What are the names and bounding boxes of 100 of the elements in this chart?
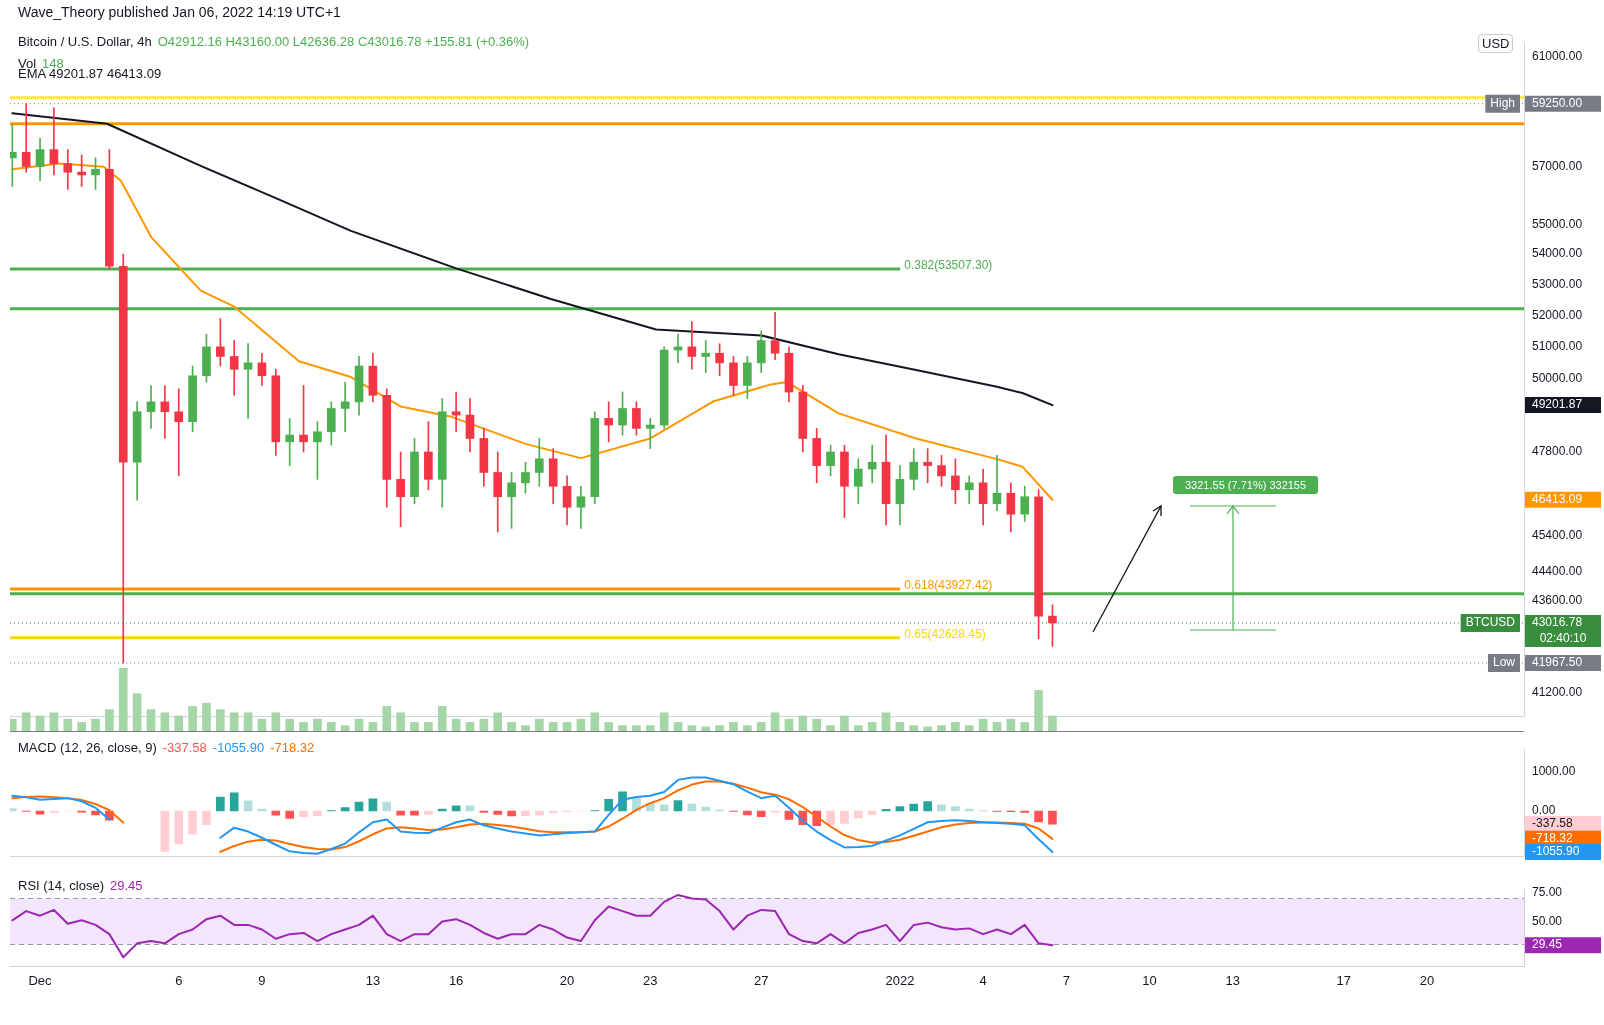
bar (867, 810, 877, 815)
x-tick-label: 16 (448, 972, 464, 988)
bar (507, 722, 516, 732)
bar (756, 810, 766, 818)
bar (645, 725, 655, 732)
bar (188, 706, 197, 732)
bar (840, 810, 849, 824)
bar (160, 810, 170, 852)
annotation: -337.58 (162, 740, 207, 755)
bar (105, 709, 114, 732)
bar (243, 712, 253, 732)
bar (216, 796, 225, 812)
bar (382, 706, 392, 732)
bar (229, 792, 239, 812)
ref-line-label: High (1490, 95, 1515, 110)
y-tick-label: 53000.00 (1532, 276, 1583, 291)
bar (202, 810, 211, 825)
bar (923, 801, 932, 812)
bar (701, 806, 711, 812)
y-tick-label: 43016.78 (1532, 615, 1583, 630)
bar (715, 725, 724, 732)
bar (1048, 715, 1057, 732)
x-tick-label: Dec (28, 972, 53, 988)
bar (382, 801, 392, 812)
chart-title: Bitcoin / U.S. Dollar, 4h (18, 34, 152, 49)
bar (895, 806, 905, 812)
bar (853, 810, 863, 819)
annotation: -718.32 (270, 740, 315, 755)
bar (1020, 722, 1030, 732)
bar (632, 725, 641, 732)
bar (798, 715, 808, 732)
bar (812, 718, 822, 732)
x-tick-label: 27 (753, 972, 769, 988)
bar (534, 810, 544, 816)
bar (396, 712, 405, 732)
x-tick-label: 9 (258, 972, 266, 988)
y-tick-label: 41200.00 (1532, 685, 1583, 700)
bar (493, 810, 503, 815)
bar (840, 715, 849, 732)
y-tick-label: 50.00 (1532, 913, 1563, 928)
y-tick-label: 46413.09 (1532, 492, 1583, 507)
y-tick-label: 0.00 (1532, 803, 1556, 818)
bar (160, 712, 170, 732)
bar (493, 712, 503, 732)
bar (909, 803, 919, 812)
bar (437, 706, 447, 732)
bar (77, 722, 86, 732)
bar (604, 722, 613, 732)
y-tick-label: 45400.00 (1532, 527, 1583, 542)
bar (521, 810, 530, 816)
bar (21, 712, 31, 732)
bar (229, 712, 239, 732)
bar (659, 804, 669, 812)
bar (313, 718, 322, 732)
x-tick-label: 13 (365, 972, 381, 988)
chart-subtitle: O42912.16 H43160.00 L42636.28 C43016.78 +155.81 (+0.36%) (157, 34, 530, 49)
bar (951, 806, 960, 812)
y-tick-label: 50000.00 (1532, 371, 1583, 386)
annotation: 3321.55 (7.71%) 332155 (1173, 476, 1319, 494)
text: Wave_Theory published Jan 06, 2022 14:19 UTC+1 (18, 4, 341, 20)
y-tick-label: 44400.00 (1532, 563, 1583, 578)
bar (410, 810, 419, 816)
chart-title: RSI (14, close) (18, 878, 104, 893)
bar (881, 712, 891, 732)
y-tick-label: 41967.50 (1532, 655, 1583, 670)
y-tick-label: 57000.00 (1532, 158, 1583, 173)
bar (937, 804, 946, 812)
x-tick-label: 7 (1062, 972, 1070, 988)
x-tick-label: 20 (1419, 972, 1435, 988)
bar (49, 712, 59, 732)
bar (410, 722, 419, 732)
bar (326, 722, 336, 732)
annotation: 29.45 (109, 878, 143, 893)
x-tick-label: 23 (643, 972, 658, 988)
bar (964, 725, 974, 732)
y-tick-label: 49201.87 (1532, 397, 1583, 412)
bar (396, 810, 405, 816)
bar (1020, 810, 1030, 813)
bar (132, 693, 142, 732)
bar (271, 810, 281, 816)
x-tick-label: 13 (1225, 972, 1240, 988)
bar (188, 810, 197, 835)
bar (1034, 690, 1043, 732)
bar (424, 722, 433, 732)
y-tick-label: 51000.00 (1532, 339, 1583, 354)
bar (604, 798, 613, 812)
bar (285, 810, 295, 819)
x-tick-label: 17 (1336, 972, 1351, 988)
text: 02:40:10 (1539, 631, 1587, 646)
y-tick-label: 43600.00 (1532, 593, 1583, 608)
bar (91, 718, 100, 732)
y-tick-label: 55000.00 (1532, 216, 1583, 231)
y-tick-label: -1055.90 (1532, 844, 1580, 859)
bar (729, 722, 738, 732)
bar (521, 725, 530, 732)
bar (534, 718, 544, 732)
bar (313, 810, 322, 816)
bar (507, 810, 516, 817)
ref-line-label: 0.618(43927.42) (904, 578, 993, 593)
chart-title: MACD (12, 26, close, 9) (18, 740, 157, 755)
